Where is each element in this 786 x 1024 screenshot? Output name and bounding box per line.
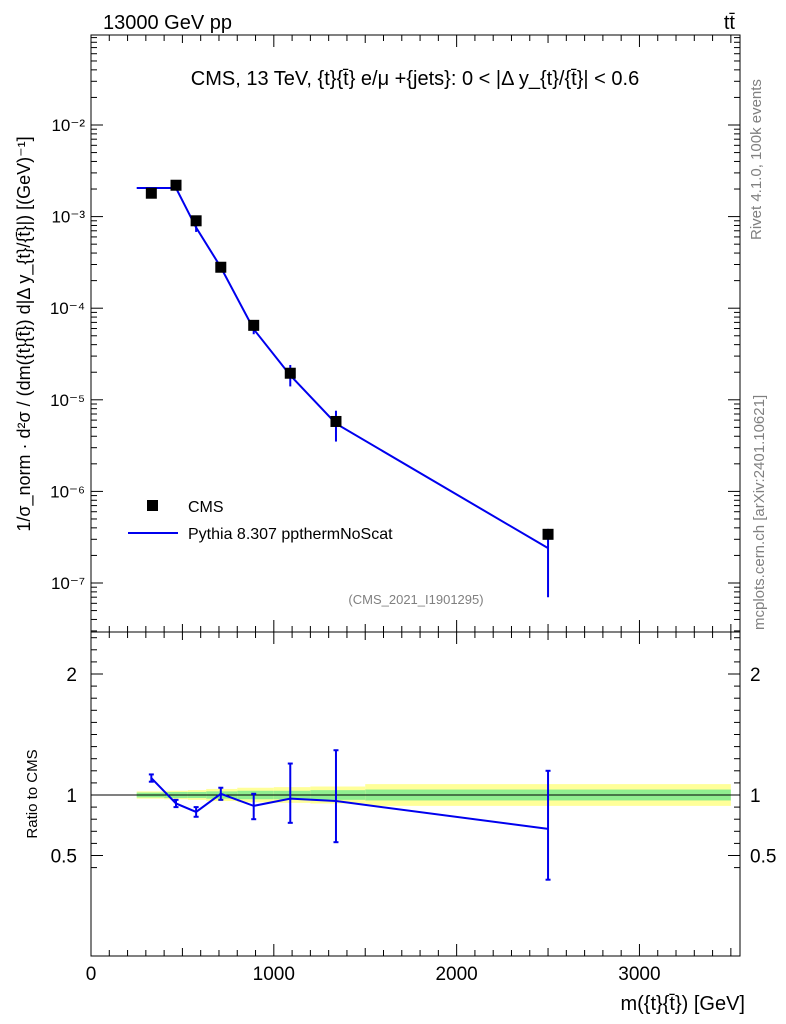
main-y-tick-label: 10⁻⁴: [50, 299, 85, 318]
legend-mc-label: Pythia 8.307 ppthermNoScat: [188, 526, 393, 543]
main-title: CMS, 13 TeV, {t}{t̄} e/μ +{jets}: 0 < |Δ…: [191, 68, 639, 90]
ratio-mc-line: [150, 777, 549, 830]
legend-data-marker: [147, 500, 158, 511]
data-point: [170, 179, 182, 191]
legend-data-label: CMS: [188, 499, 224, 516]
data-point: [248, 319, 260, 331]
mcplots-label: mcplots.cern.ch [arXiv:2401.10621]: [751, 395, 768, 630]
energy-label: 13000 GeV pp: [103, 12, 232, 34]
mc-line: [136, 187, 549, 550]
data-point: [284, 367, 296, 379]
main-y-tick-labels: 10⁻⁷ 10⁻⁶ 10⁻⁵ 10⁻⁴ 10⁻³ 10⁻²: [50, 116, 86, 593]
ratio-y-tick-label-left: 1: [66, 786, 77, 807]
x-axis-label: m({t}{t̄}) [GeV]: [620, 993, 745, 1015]
main-y-tick-label: 10⁻⁷: [51, 574, 85, 593]
ratio-mc-series: [148, 749, 551, 881]
main-y-tick-label: 10⁻²: [51, 116, 85, 135]
x-tick-label: 3000: [618, 964, 660, 985]
x-tick-label: 1000: [253, 964, 295, 985]
data-point: [542, 528, 554, 540]
main-y-tick-label: 10⁻⁶: [50, 482, 85, 501]
ratio-y-tick-label-left: 0.5: [51, 847, 77, 868]
main-axis-ticks: [90, 35, 740, 632]
x-tick-labels: 0 1000 2000 3000: [86, 964, 661, 985]
ratio-y-axis-label: Ratio to CMS: [24, 749, 41, 838]
main-y-axis-label: 1/σ_norm · d²σ / (dm({t}{t̄}) d|Δ y_{t}/…: [14, 136, 35, 531]
ratio-y-tick-labels: 0.5 0.5 1 1 2 2: [51, 665, 777, 868]
data-point: [330, 415, 342, 427]
ratio-uncertainty-bands: [91, 784, 740, 806]
ratio-y-tick-label-right: 0.5: [750, 847, 776, 868]
data-series: [145, 179, 554, 540]
rivet-label: Rivet 4.1.0, 100k events: [748, 79, 765, 240]
main-y-tick-label: 10⁻⁵: [50, 391, 85, 410]
analysis-watermark: (CMS_2021_I1901295): [348, 592, 483, 607]
x-tick-label: 2000: [435, 964, 477, 985]
data-point: [215, 261, 227, 273]
ratio-y-tick-label-left: 2: [66, 665, 77, 686]
ratio-axis-ticks: [90, 632, 740, 956]
ratio-frame: [90, 631, 741, 957]
x-tick-label: 0: [86, 964, 97, 985]
data-point: [190, 215, 202, 227]
ratio-y-tick-label-right: 1: [750, 786, 761, 807]
process-label: tt̄: [724, 12, 736, 34]
ratio-y-tick-label-right: 2: [750, 665, 761, 686]
data-point: [145, 187, 157, 199]
main-y-tick-label: 10⁻³: [51, 208, 85, 227]
